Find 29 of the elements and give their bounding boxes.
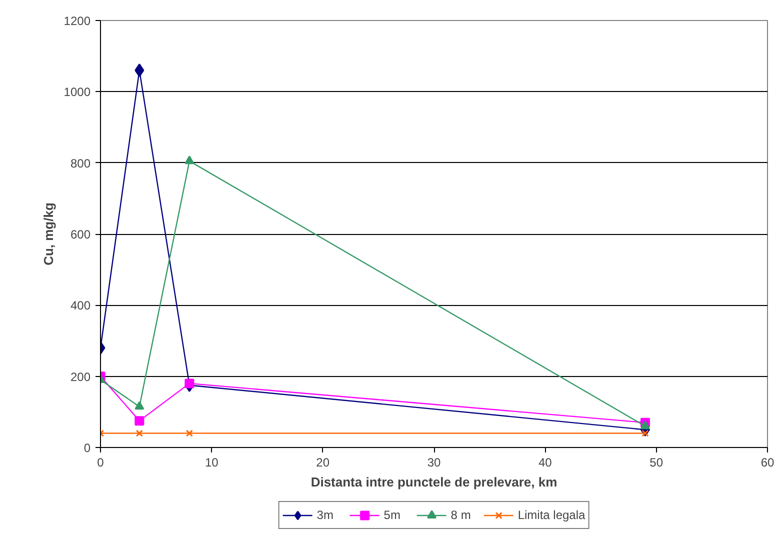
y-axis-title: Cu, mg/kg	[40, 202, 56, 266]
legend-label: Limita legala	[518, 508, 586, 522]
y-tick-label: 200	[70, 370, 91, 384]
y-tick-label: 0	[84, 441, 91, 455]
y-tick-label: 400	[70, 298, 91, 313]
x-tick-label: 0	[97, 456, 104, 470]
legend-label: 3m	[316, 508, 334, 522]
x-tick-label: 10	[204, 456, 219, 470]
x-axis-title: Distanta intre punctele de prelevare, km	[310, 474, 558, 490]
y-tick-label: 1200	[64, 14, 91, 28]
point	[184, 156, 194, 164]
x-tick-label: 60	[760, 456, 774, 470]
point	[642, 430, 649, 437]
point	[134, 416, 144, 426]
y-tick-label: 600	[70, 228, 91, 242]
point	[136, 430, 143, 437]
x-tick-label: 20	[316, 456, 330, 470]
legend-label: 5m	[384, 508, 402, 522]
x-tick-label: 50	[650, 456, 664, 470]
y-tick-label: 1000	[64, 85, 91, 100]
point	[134, 401, 144, 410]
point	[186, 430, 194, 437]
point	[184, 378, 194, 388]
legend-label: 8 m	[450, 508, 471, 522]
y-tick-label: 800	[70, 156, 91, 170]
point	[134, 64, 144, 78]
x-tick-label: 40	[538, 456, 552, 470]
point	[640, 420, 650, 430]
x-tick-label: 30	[427, 456, 441, 470]
